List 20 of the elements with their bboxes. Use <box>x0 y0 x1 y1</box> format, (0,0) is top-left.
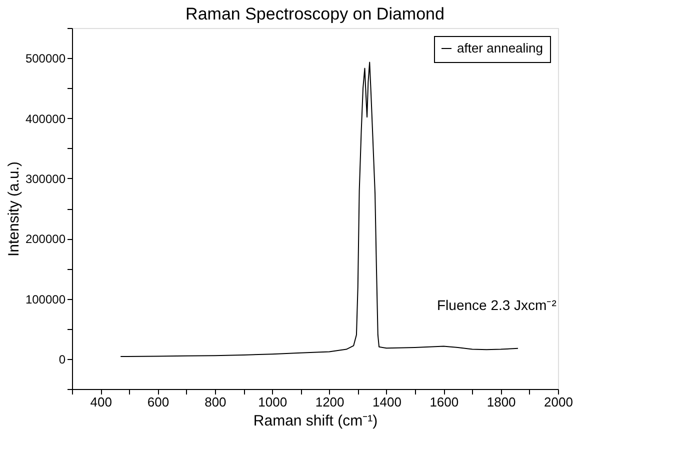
y-tick-label: 500000 <box>25 52 66 66</box>
x-tick-label: 2000 <box>544 394 573 410</box>
x-tick-label: 400 <box>90 394 112 410</box>
x-tick-label: 1800 <box>486 394 516 410</box>
x-axis-title: Raman shift (cm⁻¹) <box>253 412 378 430</box>
y-tick-label: 200000 <box>25 232 66 246</box>
x-tick-label: 1000 <box>258 394 288 410</box>
chart-title: Raman Spectroscopy on Diamond <box>186 4 444 24</box>
x-tick-label: 800 <box>204 394 226 410</box>
y-tick-label: 100000 <box>25 292 66 306</box>
x-tick-label: 1400 <box>372 394 402 410</box>
y-tick-label: 400000 <box>25 112 66 126</box>
y-axis-title: Intensity (a.u.) <box>5 161 22 257</box>
annotation: Fluence 2.3 Jxcm⁻² <box>437 297 557 313</box>
y-tick-label: 0 <box>58 352 66 366</box>
legend-label: after annealing <box>457 40 544 56</box>
y-tick-label: 300000 <box>25 172 66 186</box>
x-tick-label: 1200 <box>315 394 344 410</box>
x-tick-label: 1600 <box>430 394 459 410</box>
x-tick-label: 600 <box>147 394 170 410</box>
